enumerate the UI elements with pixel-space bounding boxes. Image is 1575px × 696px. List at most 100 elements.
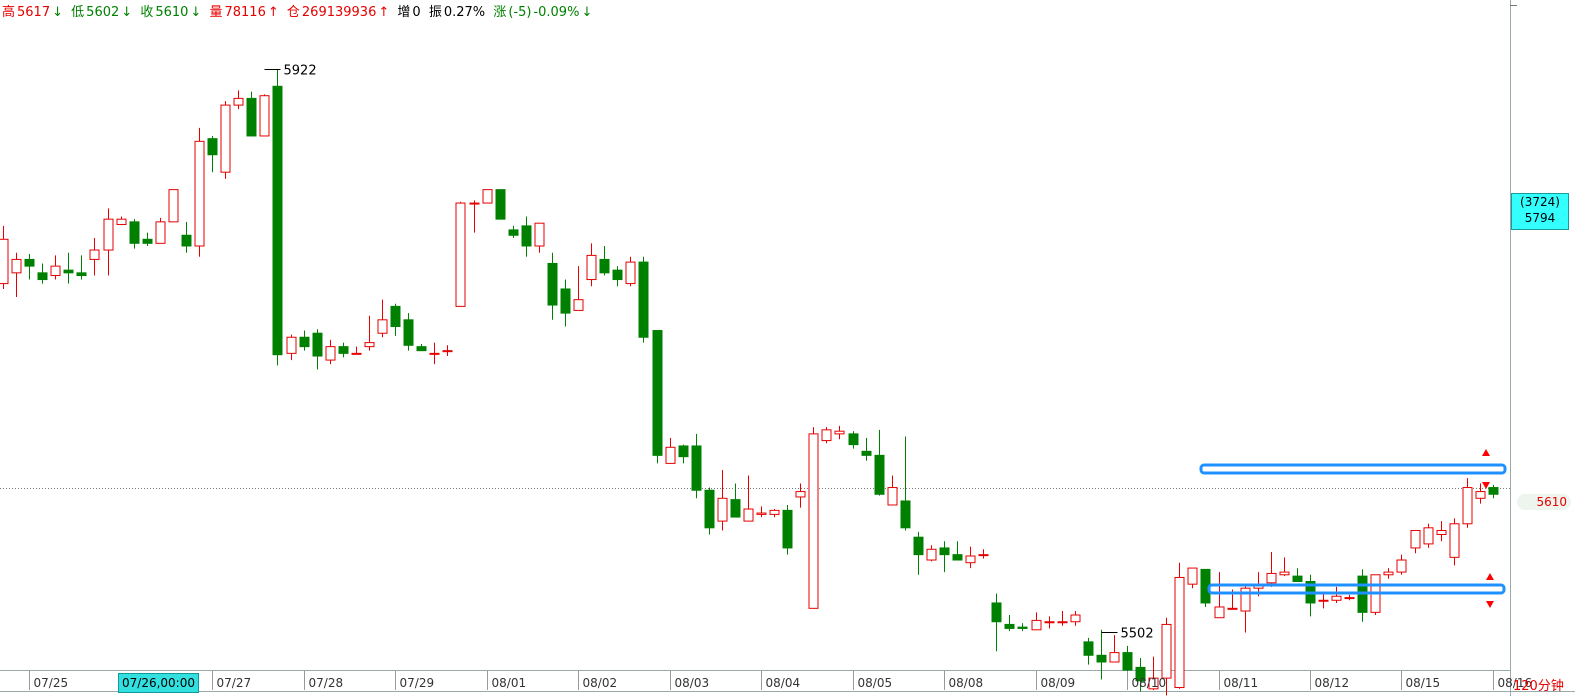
candle <box>1331 586 1342 603</box>
candle <box>1410 529 1421 554</box>
period-selector[interactable]: 120分钟 <box>1513 679 1564 694</box>
support-box[interactable] <box>1207 583 1506 595</box>
candle-body <box>665 446 676 464</box>
candle <box>1423 523 1434 548</box>
candle <box>612 266 623 287</box>
candle <box>63 252 74 284</box>
candle <box>848 431 859 449</box>
arrow-up-icon[interactable] <box>1486 573 1494 580</box>
candle-body <box>834 430 845 435</box>
candle-body <box>1331 595 1342 601</box>
candle-body <box>743 508 754 522</box>
candle <box>991 593 1002 652</box>
time-tick-label: 08/12 <box>1315 676 1350 690</box>
time-tick-label: 08/10 <box>1132 676 1167 690</box>
candle-body <box>638 261 649 338</box>
candle <box>926 545 937 562</box>
candle <box>416 343 427 352</box>
resistance-box[interactable] <box>1199 463 1507 475</box>
candle <box>534 222 545 253</box>
candle <box>1214 572 1225 619</box>
arrow-up-icon[interactable] <box>1482 449 1490 456</box>
candle <box>756 506 767 518</box>
candle-body <box>1475 491 1486 499</box>
candle-body <box>1318 599 1329 602</box>
candle-body <box>1383 571 1394 576</box>
candle <box>390 303 401 336</box>
candle-body <box>1161 623 1172 679</box>
candle-body <box>1410 529 1421 549</box>
candle-body <box>325 346 336 361</box>
candle <box>377 299 388 338</box>
candle <box>246 91 257 137</box>
candle <box>482 189 493 204</box>
candle-body <box>1096 654 1107 663</box>
candle <box>11 252 22 297</box>
candle <box>325 339 336 365</box>
candle-body <box>89 249 100 260</box>
candle <box>599 246 610 276</box>
candle-body <box>1122 652 1133 671</box>
time-tick: 08/02 <box>578 671 617 690</box>
time-tick-label: 08/01 <box>492 676 527 690</box>
extreme-annotation: 5502 <box>1101 627 1154 642</box>
candle <box>939 541 950 573</box>
candle-body <box>1227 607 1238 610</box>
candle-body <box>1214 606 1225 619</box>
candle <box>24 254 35 280</box>
candle <box>299 330 310 351</box>
annotation-label: 5502 <box>1121 627 1154 642</box>
candle-body <box>482 189 493 204</box>
candle-body <box>24 258 35 267</box>
candle-body <box>168 189 179 223</box>
candle <box>0 225 9 289</box>
time-tick-label: 08/16 <box>1498 676 1533 690</box>
candle-body <box>965 555 976 564</box>
candle-body <box>1070 614 1081 623</box>
time-axis: 07/25 07/27 07/28 07/29 08/01 08/02 08/03 08/04… <box>29 671 1533 690</box>
time-tick: 08/15 <box>1401 671 1440 690</box>
time-tick: 08/04 <box>761 671 800 690</box>
candle-body <box>50 265 61 277</box>
candle-body <box>887 487 898 506</box>
arrow-down-icon[interactable] <box>1486 601 1494 608</box>
candle <box>1083 637 1094 665</box>
candle <box>1292 568 1303 582</box>
time-tick: 08/01 <box>487 671 527 690</box>
time-tick-label: 07/27 <box>217 676 252 690</box>
candle-body <box>377 319 388 334</box>
candle-body <box>808 433 819 609</box>
amplitude-quote: 振 0.27% <box>428 5 486 20</box>
arrow-down-icon[interactable] <box>1482 482 1490 489</box>
candle <box>1462 478 1473 528</box>
candle-body <box>534 222 545 247</box>
candle <box>1370 574 1381 616</box>
user-drawings[interactable] <box>1199 449 1507 608</box>
candle-body <box>612 269 623 281</box>
price-tag-value: 5794 <box>1524 211 1556 225</box>
quote-info-bar: 高 5617 ↓ 低 5602 ↓ 收 5610 ↓ 量 78116 ↑ 仓 269139936 ↑… <box>2 1 596 20</box>
candle <box>834 425 845 440</box>
candle-body <box>573 299 584 311</box>
candle-body <box>913 536 924 556</box>
candle-body <box>1462 487 1473 525</box>
candle-body <box>1240 587 1251 612</box>
candle <box>220 101 231 179</box>
candle <box>638 256 649 343</box>
candle-body <box>795 491 806 498</box>
candle-body <box>233 97 244 106</box>
extreme-annotations: 5922 5502 <box>264 64 1154 642</box>
candle-body <box>926 548 937 561</box>
candle <box>37 263 48 284</box>
candle-body <box>246 97 257 137</box>
candle-body <box>455 202 466 307</box>
candle-body <box>442 350 453 353</box>
candle <box>652 330 663 464</box>
candle <box>455 201 466 307</box>
candle-body <box>717 497 728 522</box>
candle <box>913 531 924 575</box>
candle <box>1174 562 1185 689</box>
candle <box>495 189 506 220</box>
